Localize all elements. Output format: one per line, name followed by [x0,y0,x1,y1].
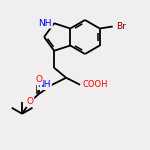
Text: O: O [27,97,34,106]
Text: NH: NH [39,19,52,28]
Text: Br: Br [116,22,126,31]
Text: O: O [36,75,43,84]
Text: COOH: COOH [82,80,108,89]
Text: NH: NH [38,80,51,89]
